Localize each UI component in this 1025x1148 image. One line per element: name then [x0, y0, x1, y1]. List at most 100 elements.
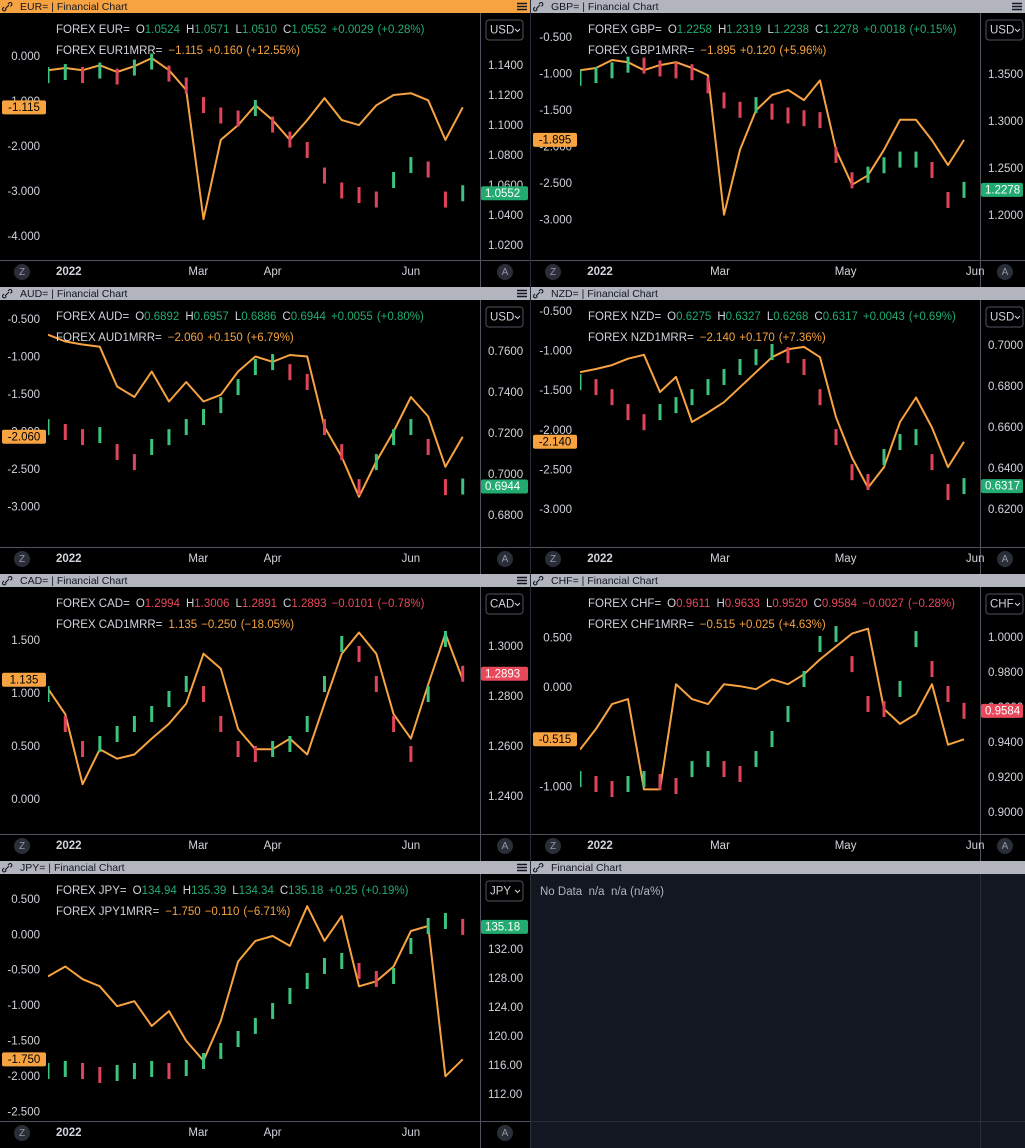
- panel-title: GBP= | Financial Chart: [551, 1, 659, 13]
- axis-button[interactable]: [14, 264, 30, 280]
- currency-button[interactable]: [985, 19, 1024, 41]
- currency-button[interactable]: [985, 306, 1024, 328]
- link-icon[interactable]: [532, 575, 544, 586]
- last-price-tag: [481, 186, 528, 201]
- legend-ohlc-value: 134.34: [239, 885, 275, 897]
- axis-button[interactable]: [14, 551, 30, 567]
- axis-button[interactable]: [14, 838, 30, 854]
- axis-button[interactable]: [997, 838, 1013, 854]
- menu-icon[interactable]: [517, 576, 527, 585]
- panel-header[interactable]: [0, 574, 530, 587]
- x-tick-label: 2022: [56, 553, 82, 565]
- currency-button[interactable]: [485, 19, 524, 41]
- y-tick-label: -2.000: [7, 141, 40, 153]
- panel-header[interactable]: [531, 0, 1025, 13]
- legend-price: FOREX CHF= O0.9611 H0.9633 L0.9520 C0.9584 −0…: [588, 598, 955, 610]
- last-price-tag: [981, 182, 1023, 197]
- panel-header[interactable]: [0, 0, 530, 13]
- axis-button[interactable]: [497, 551, 513, 567]
- legend-ohlc-value: 0.6317: [823, 311, 858, 323]
- candle: [834, 146, 838, 163]
- candle: [786, 107, 790, 124]
- candle: [914, 631, 918, 648]
- last-value-label: -2.140: [539, 436, 572, 448]
- currency-button[interactable]: [985, 593, 1024, 615]
- legend-value: +0.160: [207, 45, 243, 57]
- candle: [754, 97, 758, 114]
- legend-value: +0.170: [739, 332, 775, 344]
- candle: [322, 167, 326, 184]
- legend-rate: FOREX CHF1MRR= −0.515 +0.025 (+4.63%): [588, 619, 826, 631]
- chevron: [1014, 28, 1021, 33]
- candle: [167, 65, 171, 82]
- candle: [594, 379, 598, 396]
- legend-value: +0.120: [740, 45, 776, 57]
- link-icon[interactable]: [1, 575, 13, 586]
- panel-header[interactable]: [0, 861, 530, 874]
- currency-button[interactable]: [485, 593, 524, 615]
- candle: [150, 53, 154, 70]
- y2-tick-label: 128.00: [488, 973, 523, 985]
- candle: [786, 347, 790, 364]
- x-tick-label: May: [835, 266, 857, 278]
- plot-area: [580, 56, 966, 216]
- panel-header[interactable]: [531, 861, 1025, 874]
- x-tick-label: 2022: [56, 1127, 82, 1139]
- axis-button[interactable]: [545, 551, 561, 567]
- legend-rate: FOREX JPY1MRR= −1.750 −0.110 (−6.71%): [56, 906, 290, 918]
- panel-header[interactable]: [531, 287, 1025, 300]
- candle: [132, 59, 136, 76]
- link-icon[interactable]: [532, 862, 544, 873]
- legend-name: FOREX AUD1MRR=: [56, 332, 162, 344]
- legend-ohlc-label: H: [717, 311, 725, 323]
- x-tick-label: 2022: [587, 553, 613, 565]
- candle: [962, 478, 966, 495]
- y-tick-label: -2.500: [539, 464, 572, 476]
- candle: [580, 771, 582, 788]
- legend-ohlc-value: 135.18: [288, 885, 323, 897]
- legend-ohlc-label: O: [667, 598, 676, 610]
- currency-button[interactable]: [485, 306, 524, 328]
- y-tick-label: -0.500: [7, 314, 40, 326]
- link-icon[interactable]: [1, 288, 13, 299]
- y-tick-label: -1.000: [539, 69, 572, 81]
- axis-button[interactable]: [497, 1125, 513, 1141]
- legend-value: (+5.96%): [779, 45, 826, 57]
- axis-button[interactable]: [997, 551, 1013, 567]
- legend-name: FOREX EUR=: [56, 24, 130, 36]
- candle: [626, 404, 630, 421]
- y-tick-label: -1.500: [539, 385, 572, 397]
- candle: [98, 62, 102, 79]
- menu-icon[interactable]: [1012, 2, 1022, 11]
- axis-button[interactable]: [545, 838, 561, 854]
- axis-button[interactable]: [545, 264, 561, 280]
- menu-icon[interactable]: [517, 289, 527, 298]
- legend-value: (+4.63%): [779, 619, 826, 631]
- plot-area: [580, 626, 966, 798]
- link-icon[interactable]: [1, 862, 13, 873]
- legend-name: FOREX CAD1MRR=: [56, 619, 163, 631]
- link-icon[interactable]: [532, 1, 544, 12]
- y2-tick-label: 0.7400: [488, 387, 523, 399]
- candle: [81, 67, 85, 84]
- axis-button[interactable]: [497, 264, 513, 280]
- panel-title: CAD= | Financial Chart: [20, 575, 128, 587]
- last-price-label: 1.0552: [485, 188, 520, 200]
- axis-button[interactable]: [497, 838, 513, 854]
- legend-ohlc-value: 1.0571: [194, 24, 229, 36]
- last-price-tag: [481, 479, 528, 494]
- last-price-label: 1.2893: [485, 668, 520, 680]
- menu-icon[interactable]: [517, 2, 527, 11]
- link-icon[interactable]: [1, 1, 13, 12]
- legend-price: FOREX EUR= O1.0524 H1.0571 L1.0510 C1.0552 +0…: [56, 24, 425, 36]
- currency-button[interactable]: [485, 880, 524, 902]
- y2-tick-label: 1.0200: [488, 240, 523, 252]
- panel-header[interactable]: [0, 287, 530, 300]
- panel-header[interactable]: [531, 574, 1025, 587]
- link-icon[interactable]: [532, 288, 544, 299]
- candle: [738, 765, 742, 782]
- axis-button[interactable]: [997, 264, 1013, 280]
- menu-icon[interactable]: [517, 863, 527, 872]
- axis-button[interactable]: [14, 1125, 30, 1141]
